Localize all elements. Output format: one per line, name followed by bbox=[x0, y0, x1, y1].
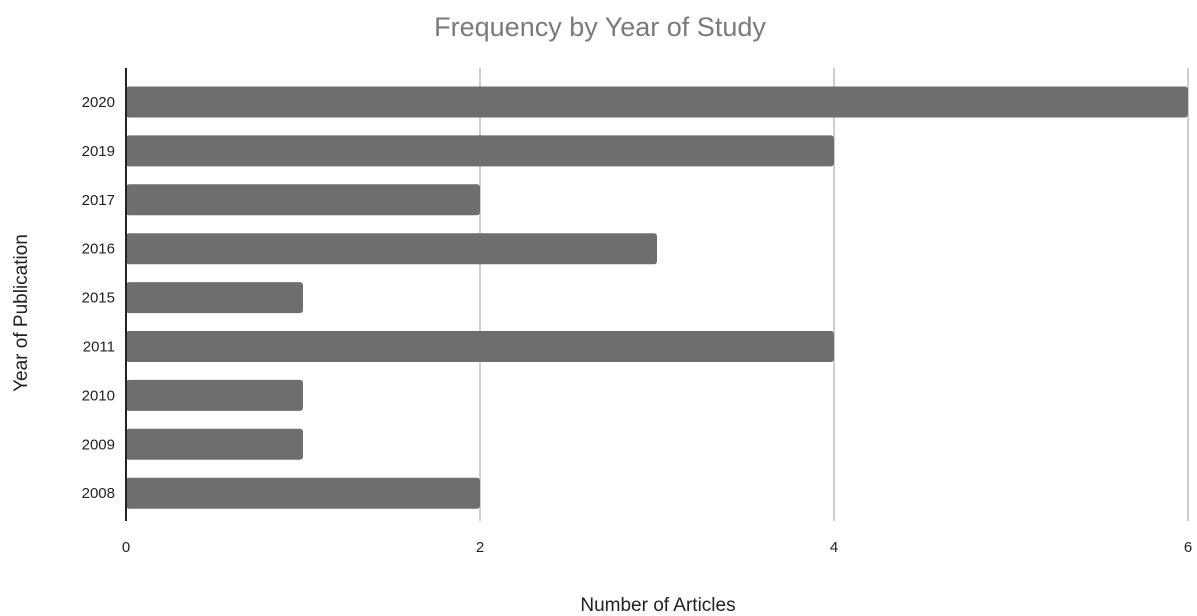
x-tick-label-0: 0 bbox=[122, 539, 130, 556]
y-tick-labels: 2020 2019 2017 2016 2015 2011 2010 2009 2008 bbox=[82, 94, 115, 502]
bar-2011 bbox=[126, 331, 834, 362]
y-tick-label-2008: 2008 bbox=[82, 485, 115, 502]
y-tick-label-2010: 2010 bbox=[82, 387, 115, 404]
x-tick-label-4: 4 bbox=[830, 539, 838, 556]
y-tick-label-2011: 2011 bbox=[83, 339, 115, 356]
bar-2019 bbox=[126, 135, 834, 167]
bar-2009 bbox=[126, 428, 303, 460]
bar-2010 bbox=[126, 379, 303, 411]
y-tick-label-2017: 2017 bbox=[82, 192, 115, 209]
bar-2017 bbox=[126, 184, 480, 216]
y-tick-label-2009: 2009 bbox=[82, 436, 115, 453]
bar-2015 bbox=[126, 282, 303, 314]
x-tick-label-2: 2 bbox=[476, 539, 484, 556]
y-tick-label-2020: 2020 bbox=[82, 94, 115, 111]
y-tick-label-2015: 2015 bbox=[82, 290, 115, 307]
x-tick-labels: 0 2 4 6 bbox=[122, 539, 1192, 556]
y-tick-label-2016: 2016 bbox=[82, 241, 115, 258]
x-axis-label: Number of Articles bbox=[580, 595, 735, 616]
bar-2020 bbox=[126, 86, 1188, 118]
bar-2008 bbox=[126, 477, 480, 509]
bars bbox=[126, 86, 1188, 509]
bar-2016 bbox=[126, 233, 657, 265]
y-axis-label: Year of Publication bbox=[11, 234, 32, 392]
chart-title: Frequency by Year of Study bbox=[434, 12, 766, 42]
y-tick-label-2019: 2019 bbox=[82, 143, 115, 160]
x-tick-label-6: 6 bbox=[1184, 539, 1192, 556]
